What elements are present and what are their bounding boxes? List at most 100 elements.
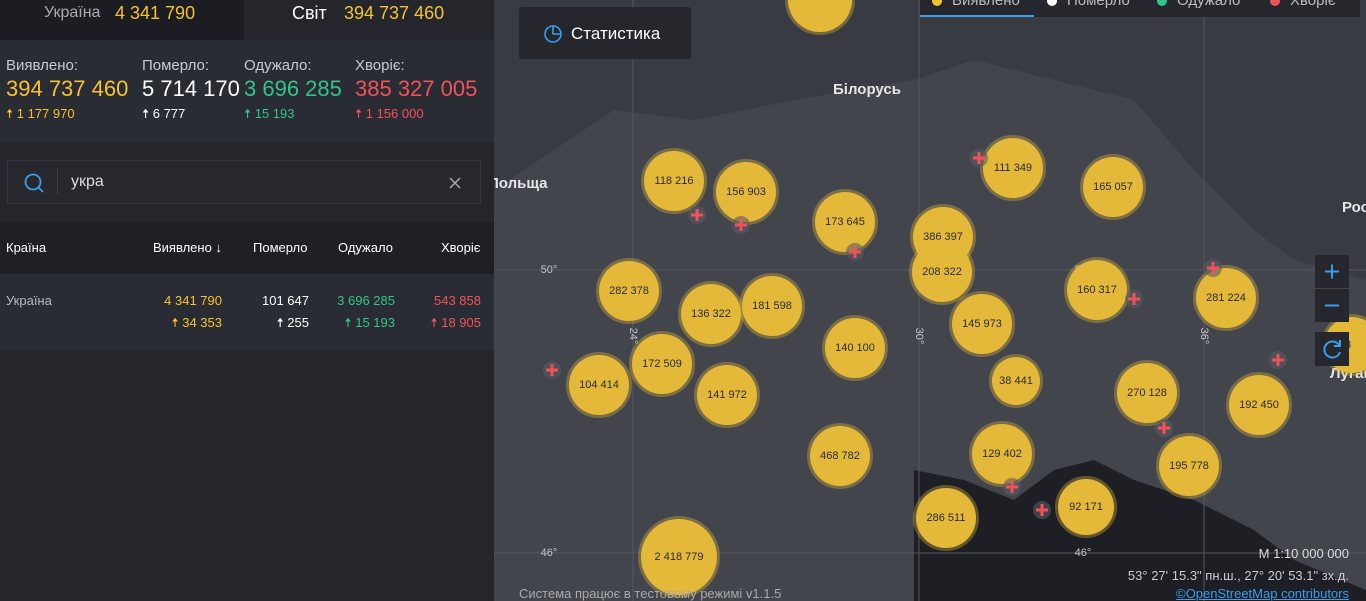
row-confirmed-delta: 🠅 34 353 [171, 315, 223, 330]
stat-label: Виявлено: [6, 57, 79, 74]
search-input[interactable]: укра [71, 173, 104, 190]
cluster-label: 282 378 [609, 285, 649, 297]
cluster-label: 195 778 [1169, 460, 1209, 472]
cluster-label: 104 414 [579, 379, 619, 391]
delta-value: 6 777 [152, 106, 186, 121]
stats-button[interactable] [519, 7, 691, 59]
cluster[interactable] [678, 281, 744, 347]
stat-label: Померло: [142, 57, 210, 74]
row-recovered: 3 696 285 [337, 293, 395, 308]
cluster[interactable] [1055, 476, 1117, 538]
legend-item[interactable]: Виявлено [952, 0, 1020, 9]
search-icon [24, 173, 44, 193]
cluster-label: 160 317 [1077, 284, 1117, 296]
marker-cross [1272, 354, 1284, 366]
world-value: 394 737 460 [344, 3, 445, 23]
cluster[interactable] [989, 354, 1043, 408]
attribution-link[interactable]: ©OpenStreetMap contributors [1176, 586, 1349, 601]
cluster-label: 270 128 [1127, 387, 1167, 399]
world-label[interactable]: Світ [292, 3, 327, 23]
cluster[interactable] [629, 331, 695, 397]
stat-delta: 🠅 1 156 000 [355, 106, 424, 121]
map-canvas[interactable]: БілорусьПольщаРосіяЛуганськ50°5046°46°24… [494, 0, 1366, 601]
marker-cross [735, 219, 747, 231]
legend-dot [1157, 0, 1167, 6]
cluster[interactable] [1080, 154, 1146, 220]
cluster[interactable] [812, 189, 878, 255]
country-area [494, 60, 1366, 601]
cluster[interactable] [913, 485, 979, 551]
zoom-button[interactable] [1315, 289, 1349, 322]
cluster[interactable] [909, 239, 975, 305]
table-row[interactable] [0, 274, 494, 350]
cluster[interactable] [641, 148, 707, 214]
zoom-button[interactable] [1315, 255, 1349, 288]
legend-item[interactable]: Померло [1067, 0, 1130, 9]
map[interactable]: БілорусьПольщаРосіяЛуганськ50°5046°46°24… [494, 0, 1366, 601]
search-divider [57, 168, 58, 194]
cluster[interactable] [980, 135, 1046, 201]
cluster[interactable] [1156, 433, 1222, 499]
cluster-label: 208 322 [922, 266, 962, 278]
cluster-label: 192 450 [1239, 399, 1279, 411]
cluster-label: 136 322 [691, 308, 731, 320]
cluster-label: 118 216 [655, 175, 694, 187]
footer-note: Система працює в тестовому режимі v1.1.5 [519, 586, 782, 601]
grid-label: 36° [1198, 328, 1210, 345]
cluster-label: 286 511 [927, 512, 966, 524]
legend-dot [932, 0, 942, 6]
header-confirmed[interactable]: Виявлено ↓ [153, 240, 222, 255]
map-scale: М 1:10 000 000 [1258, 546, 1349, 561]
header-active[interactable]: Хворіє [441, 240, 481, 255]
legend-item[interactable]: Хворіє [1290, 0, 1336, 9]
row-recovered-delta: 🠅 15 193 [344, 315, 396, 330]
cluster[interactable] [739, 273, 805, 339]
cluster[interactable] [949, 291, 1015, 357]
legend-active [920, 15, 1034, 17]
refresh-button[interactable] [1315, 332, 1349, 366]
cluster[interactable] [1064, 257, 1130, 323]
marker-cross [1207, 262, 1219, 274]
header-recovered[interactable]: Одужало [338, 240, 393, 255]
stat-delta: 🠅 6 777 [142, 106, 186, 121]
delta: 15 193 [355, 315, 395, 330]
row-deaths: 101 647 [262, 293, 309, 308]
cluster[interactable] [596, 258, 662, 324]
row-confirmed: 4 341 790 [164, 293, 222, 308]
search-box[interactable] [7, 160, 481, 204]
delta: 255 [287, 315, 309, 330]
cluster[interactable] [1193, 265, 1259, 331]
row-active: 543 858 [434, 293, 481, 308]
legend-item[interactable]: Одужало [1177, 0, 1241, 9]
cluster-label: 281 224 [1206, 292, 1246, 304]
cluster-label: 141 972 [707, 389, 747, 401]
cluster-label: 145 973 [962, 318, 1002, 330]
cluster[interactable] [1114, 360, 1180, 426]
legend-dot [1047, 0, 1057, 6]
marker-cross [1128, 293, 1140, 305]
delta: 18 905 [441, 315, 481, 330]
header-deaths[interactable]: Померло [253, 240, 308, 255]
clear-button[interactable] [448, 176, 462, 190]
cluster[interactable] [694, 362, 760, 428]
delta: 34 353 [182, 315, 222, 330]
cluster[interactable] [969, 421, 1035, 487]
table-header [0, 222, 494, 274]
zoom-icon [1325, 304, 1339, 307]
cluster-label: 181 598 [752, 300, 792, 312]
header-country[interactable]: Країна [6, 240, 47, 255]
cluster [785, 0, 855, 35]
cluster[interactable] [566, 352, 632, 418]
cluster[interactable] [807, 423, 873, 489]
header-text: Виявлено [153, 240, 212, 255]
cluster-label: 111 349 [994, 162, 1032, 174]
stat-value: 5 714 170 [142, 76, 240, 101]
cluster[interactable] [1226, 372, 1292, 438]
cluster-label: 38 441 [999, 375, 1033, 387]
marker-cross [1036, 504, 1048, 516]
row-active-delta: 🠅 18 905 [430, 315, 482, 330]
cluster[interactable] [822, 315, 888, 381]
cluster[interactable] [638, 516, 720, 598]
cluster-label: 92 171 [1069, 501, 1103, 513]
